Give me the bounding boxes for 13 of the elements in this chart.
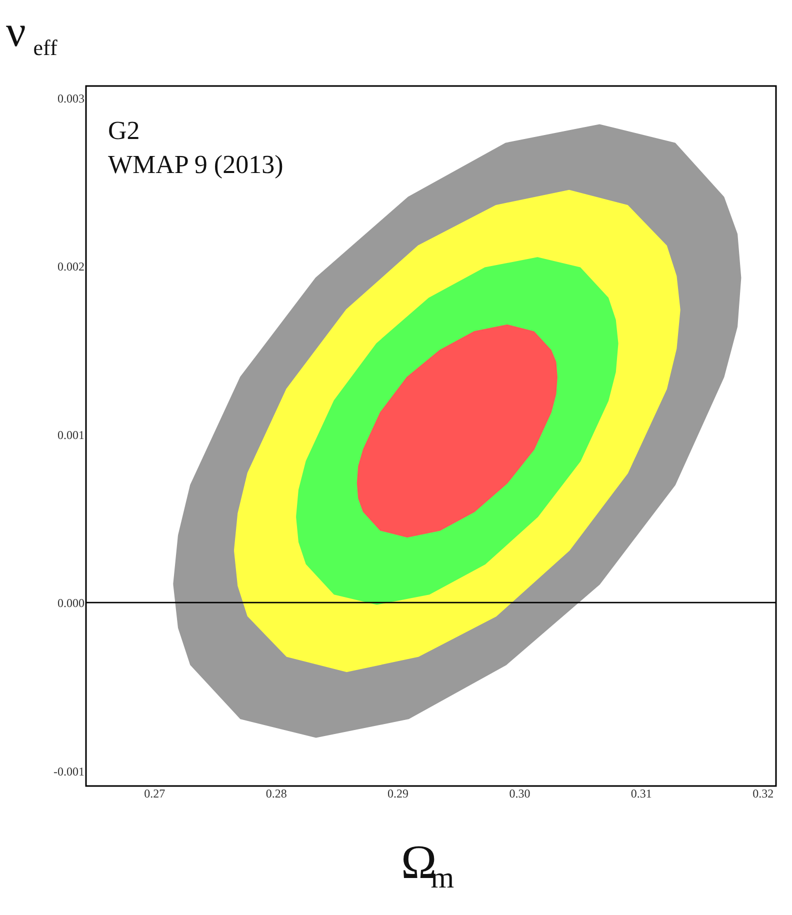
y-tick-label: -0.001 <box>54 764 84 778</box>
x-tick-label: 0.30 <box>509 786 530 800</box>
x-tick-label: 0.27 <box>144 786 166 800</box>
y-tick-label: 0.002 <box>58 260 84 274</box>
y-tick-label: 0.003 <box>58 91 84 106</box>
y-tick-label: 0.001 <box>58 428 84 442</box>
x-tick-label: 0.28 <box>266 786 287 800</box>
annotation: WMAP 9 (2013) <box>108 150 284 179</box>
x-tick-label: 0.31 <box>630 786 652 800</box>
y-tick-label: 0.000 <box>58 596 84 610</box>
annotation: G2 <box>108 116 140 145</box>
x-tick-label: 0.32 <box>752 786 774 800</box>
x-tick-label: 0.29 <box>388 786 409 800</box>
